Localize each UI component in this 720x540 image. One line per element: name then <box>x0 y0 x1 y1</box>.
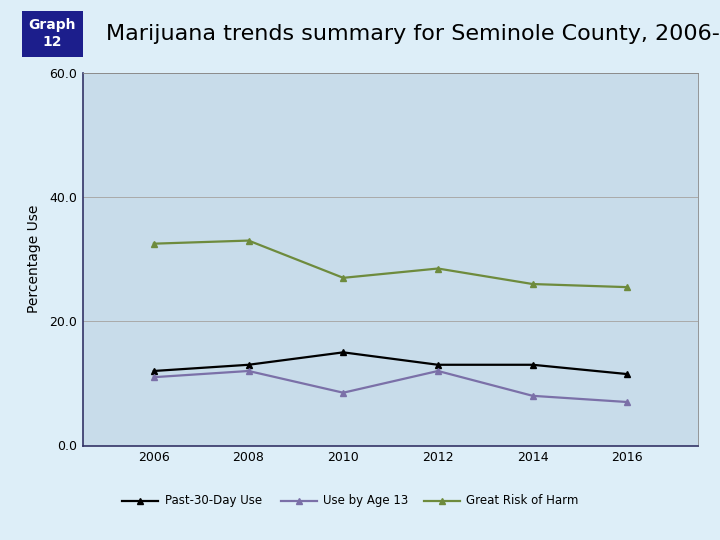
Text: Great Risk of Harm: Great Risk of Harm <box>467 494 579 508</box>
Text: Past-30-Day Use: Past-30-Day Use <box>165 494 262 508</box>
Text: Use by Age 13: Use by Age 13 <box>323 494 408 508</box>
Text: Graph
12: Graph 12 <box>29 18 76 49</box>
Y-axis label: Percentage Use: Percentage Use <box>27 205 41 313</box>
Text: Marijuana trends summary for Seminole County, 2006-2016: Marijuana trends summary for Seminole Co… <box>106 24 720 44</box>
